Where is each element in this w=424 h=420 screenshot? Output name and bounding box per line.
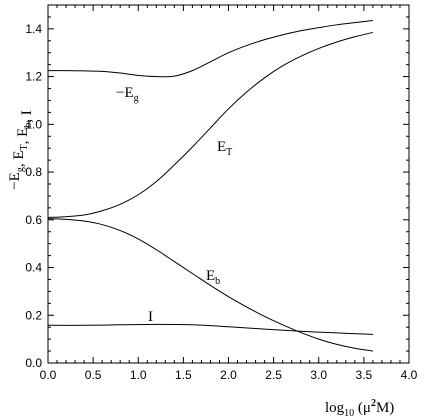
- curve-i: [47, 323, 373, 335]
- x-tick-label: 1.0: [130, 368, 147, 382]
- x-tick-label: 1.5: [175, 368, 192, 382]
- curve-neg-eg: [47, 20, 373, 78]
- x-tick-label: 3.0: [310, 368, 327, 382]
- curve-eb: [47, 218, 373, 352]
- y-tick-label: 0.8: [25, 165, 42, 179]
- plot-frame: [47, 4, 410, 364]
- y-tick-label: 1.4: [25, 22, 42, 36]
- x-tick-label: 3.5: [356, 368, 373, 382]
- label-et: ET: [217, 139, 232, 158]
- y-tick-label: 1.2: [25, 70, 42, 84]
- x-tick-label: 0.5: [85, 368, 102, 382]
- x-tick-label: 2.0: [220, 368, 237, 382]
- x-axis-title: log10 (μ2M): [325, 398, 394, 419]
- x-tick-label: 0.0: [40, 368, 57, 382]
- y-tick-label: 0.0: [25, 356, 42, 370]
- label-i: I: [148, 309, 153, 325]
- x-tick-label: 2.5: [265, 368, 282, 382]
- label-neg-eg: −Eg: [116, 85, 139, 104]
- ticks: 0.0 0.5 1.0 1.5 2.0 2.5 3.0 3.5 4.0 0.0 0.2 0.4 0.6 0…: [25, 4, 418, 382]
- y-axis-title: −Eg, ET, Eb, I: [7, 110, 35, 190]
- y-tick-label: 1.0: [25, 117, 42, 131]
- curve-et: [47, 31, 374, 218]
- y-tick-label: 0.2: [25, 308, 42, 322]
- y-tick-label: 0.4: [25, 261, 42, 275]
- label-eb: Eb: [206, 268, 220, 287]
- y-tick-label: 0.6: [25, 213, 42, 227]
- x-tick-label: 4.0: [401, 368, 418, 382]
- curves: [47, 20, 374, 352]
